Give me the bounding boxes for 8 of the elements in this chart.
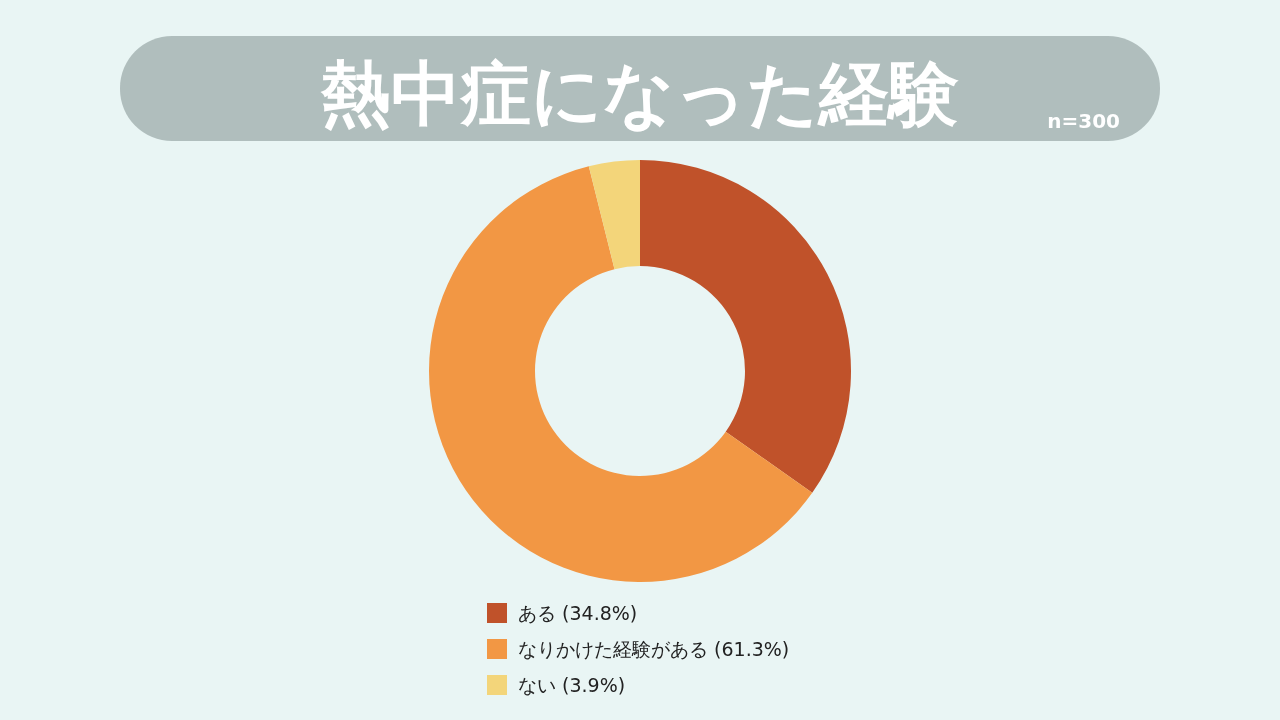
chart-title: 熱中症になった経験: [320, 53, 959, 135]
donut-slice: [429, 166, 813, 582]
donut-slice: [640, 160, 851, 493]
donut-slice: [588, 160, 640, 270]
legend-label: ない (3.9%): [518, 674, 626, 696]
text: n=300: [1047, 109, 1120, 133]
legend-label: ある (34.8%): [518, 602, 638, 624]
legend-label: なりかけた経験がある (61.3%): [518, 638, 790, 660]
